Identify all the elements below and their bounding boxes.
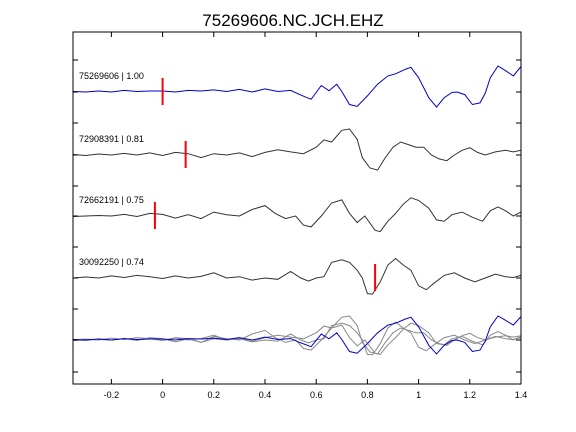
trace-label-3: 72662191 | 0.75 bbox=[79, 195, 144, 205]
overlay-panel bbox=[72, 315, 522, 356]
trace-line-4 bbox=[72, 257, 522, 295]
x-tick-label: 0.8 bbox=[361, 390, 374, 400]
x-tick-label: 1.2 bbox=[464, 390, 477, 400]
x-tick-label: 0 bbox=[160, 390, 165, 400]
trace-line-2 bbox=[72, 128, 522, 171]
pick-markers bbox=[153, 78, 377, 291]
chart-title: 75269606.NC.JCH.EHZ bbox=[202, 11, 383, 30]
traces bbox=[72, 65, 522, 295]
x-tick-label: 0.6 bbox=[310, 390, 323, 400]
overlay-line-1 bbox=[72, 315, 522, 355]
x-tick-label: 1.4 bbox=[515, 390, 528, 400]
trace-labels: 75269606 | 1.00 72908391 | 0.81 72662191 |… bbox=[79, 71, 144, 267]
x-tick-label: -0.2 bbox=[104, 390, 120, 400]
x-tick-label: 1 bbox=[416, 390, 421, 400]
overlay-line-3 bbox=[72, 322, 522, 355]
x-axis: -0.2 0 0.2 0.4 0.6 0.8 1 1.2 1.4 bbox=[73, 32, 527, 400]
trace-label-4: 30092250 | 0.74 bbox=[79, 257, 144, 267]
trace-line-3 bbox=[72, 197, 522, 233]
trace-label-2: 72908391 | 0.81 bbox=[79, 134, 144, 144]
x-tick-label: 0.4 bbox=[259, 390, 272, 400]
trace-line-1 bbox=[72, 65, 522, 108]
x-tick-label: 0.2 bbox=[208, 390, 221, 400]
plot-frame bbox=[72, 31, 522, 385]
trace-label-1: 75269606 | 1.00 bbox=[79, 71, 144, 81]
